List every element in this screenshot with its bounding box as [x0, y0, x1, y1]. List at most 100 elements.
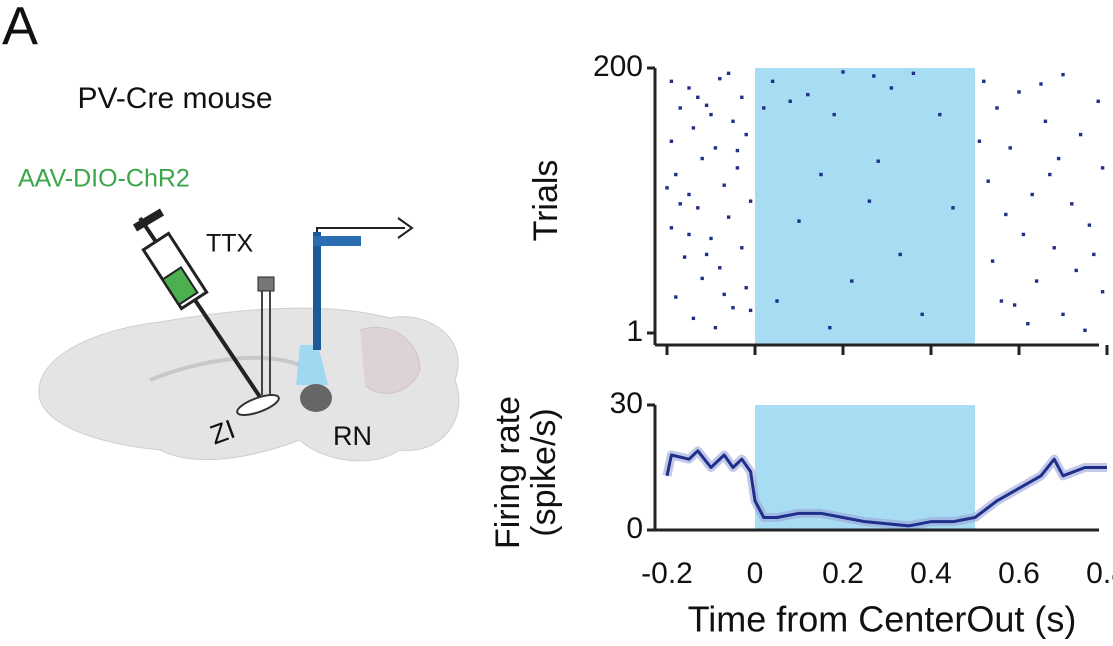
x-tick-label: 0.4 [910, 557, 952, 590]
region-label: RN [333, 421, 372, 451]
spike [704, 252, 709, 257]
spike [775, 299, 779, 303]
spike [731, 119, 735, 123]
spike [748, 308, 753, 313]
brain-detail [149, 355, 301, 382]
x-axis-label: Time from CenterOut (s) [688, 599, 1077, 640]
x-tick-label: 0.6 [998, 557, 1040, 590]
light-cone [296, 345, 328, 385]
spike [665, 186, 669, 190]
spike [1021, 232, 1026, 237]
spike [696, 206, 700, 210]
spike [678, 202, 682, 206]
spike [841, 70, 845, 74]
spike [1056, 156, 1061, 161]
y-tick-label: 200 [593, 50, 643, 83]
spike [1078, 132, 1083, 137]
spike [687, 192, 691, 197]
spike [828, 325, 832, 330]
spike [744, 132, 748, 137]
spike [700, 276, 704, 281]
spike [951, 206, 955, 210]
spike [819, 172, 823, 177]
spike [995, 106, 999, 110]
spike [1070, 202, 1074, 206]
y-axis-label: (spike/s) [525, 408, 563, 536]
spike [669, 226, 674, 230]
y-axis-label: Firing rate [489, 396, 527, 549]
x-tick-label: -0.2 [641, 557, 693, 590]
spike [687, 232, 691, 237]
spike [735, 148, 740, 153]
spike [691, 316, 696, 321]
spike [770, 79, 775, 84]
spike [674, 295, 678, 299]
spike [678, 106, 682, 110]
spike [1092, 252, 1096, 257]
brain [38, 307, 460, 462]
spike [744, 286, 748, 290]
spike [722, 292, 726, 297]
rn-target [300, 384, 332, 412]
spike [986, 179, 990, 183]
rate-line [665, 449, 1107, 528]
spike [1008, 146, 1012, 150]
spike [696, 95, 700, 99]
spike [762, 106, 766, 110]
spike [735, 166, 740, 170]
spike [1030, 192, 1034, 197]
spike [1034, 279, 1039, 283]
diagram-title: PV-Cre mouse [77, 82, 272, 115]
spike [1061, 72, 1065, 77]
spike [889, 86, 894, 90]
stim-window [755, 405, 975, 530]
spike [709, 236, 713, 241]
spike [797, 219, 801, 223]
stim-window [755, 68, 975, 345]
y-tick-label: 1 [626, 315, 643, 348]
fiber-connector [313, 236, 361, 246]
x-tick-label: 0 [747, 557, 764, 590]
spike [806, 92, 810, 97]
spike [999, 299, 1004, 303]
spike [669, 79, 674, 84]
spike [687, 86, 691, 90]
spike [674, 172, 678, 177]
spike [691, 126, 696, 130]
spike [713, 146, 718, 150]
spike [740, 246, 744, 250]
spike [1052, 246, 1056, 250]
spike [726, 215, 731, 219]
spike [669, 139, 674, 143]
spike [1043, 119, 1048, 123]
y-tick-label: 30 [610, 387, 643, 420]
spike [1083, 328, 1087, 333]
zi-target [236, 394, 280, 416]
spike [832, 112, 836, 117]
spike [1012, 303, 1017, 307]
arrow [397, 217, 414, 239]
spike [990, 259, 995, 263]
drug-label: TTX [206, 230, 254, 258]
spike [911, 71, 916, 76]
spike [872, 74, 876, 78]
spike [876, 159, 880, 163]
spike [982, 79, 986, 84]
spike [713, 325, 718, 330]
spike [1039, 82, 1043, 86]
spike [977, 139, 982, 143]
panel-label: A [2, 0, 38, 56]
spike [704, 103, 709, 107]
spike [920, 312, 924, 317]
spike [1048, 172, 1052, 177]
spike [1026, 321, 1030, 326]
cannula-head [257, 276, 275, 292]
spike [850, 279, 854, 283]
cerebellum [359, 326, 421, 394]
spike [1017, 90, 1021, 94]
syringe-plunger [132, 208, 165, 232]
spike [1061, 312, 1065, 317]
spike [867, 199, 872, 203]
spike [1100, 166, 1105, 170]
spike [740, 95, 744, 99]
